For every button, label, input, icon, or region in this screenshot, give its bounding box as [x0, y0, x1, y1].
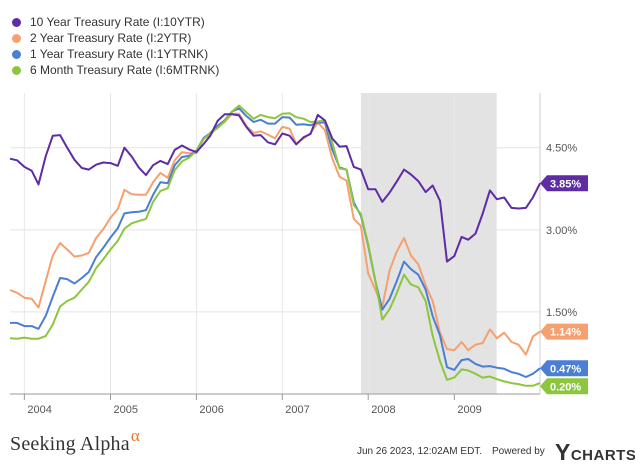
legend-dot-10yr	[12, 17, 21, 27]
x-tick-label: 2008	[371, 404, 395, 416]
legend-item-2yr[interactable]: 2 Year Treasury Rate (I:2YTR)	[12, 30, 219, 46]
powered-by-text: Powered by	[492, 446, 545, 457]
legend: 10 Year Treasury Rate (I:10YTR) 2 Year T…	[12, 14, 219, 78]
legend-item-10yr[interactable]: 10 Year Treasury Rate (I:10YTR)	[12, 14, 219, 30]
series-line-3	[9, 104, 541, 387]
series-line-1	[9, 112, 541, 356]
value-badge-label-3: 0.20%	[550, 381, 581, 393]
x-tick-label: 2007	[285, 404, 309, 416]
legend-item-6mo[interactable]: 6 Month Treasury Rate (I:6MTRNK)	[12, 62, 219, 78]
series-line-0	[9, 113, 541, 263]
brand-name: Seeking Alpha	[10, 433, 130, 455]
seeking-alpha-logo[interactable]: Seeking Alphaα	[10, 426, 140, 456]
y-tick-label: 4.50%	[546, 143, 577, 155]
y-tick-label: 1.50%	[546, 307, 577, 319]
ycharts-logo-y: Y	[555, 439, 571, 465]
value-badge-label-0: 3.85%	[550, 178, 581, 190]
timestamp: Jun 26 2023, 12:02AM EDT.	[357, 446, 483, 457]
footer: Seeking Alphaα Jun 26 2023, 12:02AM EDT.…	[0, 425, 635, 467]
value-badge-3	[540, 378, 588, 395]
legend-dot-2yr	[12, 33, 21, 43]
value-badge-0	[540, 175, 588, 192]
legend-dot-1yr	[12, 49, 21, 59]
ycharts-logo-rest: CHARTS	[570, 447, 635, 464]
legend-label-6mo: 6 Month Treasury Rate (I:6MTRNK)	[30, 63, 220, 77]
value-badge-2	[540, 360, 588, 377]
recession-band	[360, 93, 497, 394]
chart-canvas: 1.50% 3.00% 4.50% 2004 2005 2006 2007 2008 2009 3…	[9, 93, 588, 416]
x-tick-label: 2009	[457, 404, 481, 416]
x-tick-label: 2006	[199, 404, 223, 416]
legend-label-1yr: 1 Year Treasury Rate (I:1YTRNK)	[30, 47, 209, 61]
alpha-symbol: α	[130, 426, 140, 445]
value-badge-1	[540, 323, 588, 340]
series-line-2	[10, 107, 541, 378]
ycharts-logo[interactable]: YCHARTS	[555, 439, 635, 466]
legend-item-1yr[interactable]: 1 Year Treasury Rate (I:1YTRNK)	[12, 46, 219, 62]
y-tick-label: 3.00%	[546, 225, 577, 237]
value-badge-label-2: 0.47%	[550, 363, 581, 375]
x-tick-label: 2004	[27, 404, 51, 416]
x-tick-label: 2005	[113, 404, 137, 416]
legend-label-10yr: 10 Year Treasury Rate (I:10YTR)	[30, 15, 205, 29]
value-badge-label-1: 1.14%	[550, 327, 581, 339]
legend-dot-6mo	[12, 65, 21, 75]
legend-label-2yr: 2 Year Treasury Rate (I:2YTR)	[30, 31, 192, 45]
